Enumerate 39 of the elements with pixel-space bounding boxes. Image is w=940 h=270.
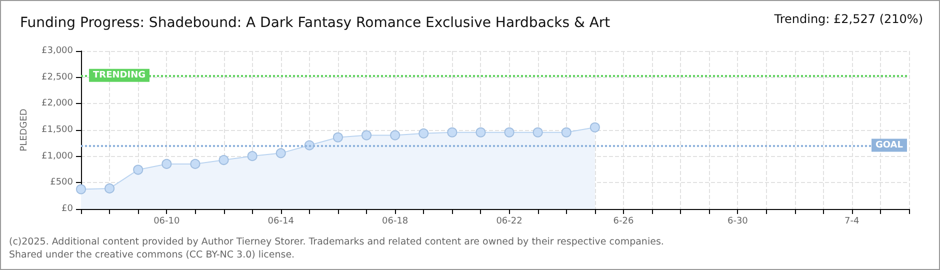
x-tick-label: 06-18: [382, 216, 408, 226]
ref-line-label: TRENDING: [93, 70, 146, 80]
text: (c)2025. Additional content provided by Author Tierney Storer. Trademarks and related content are owned by their respective companies.: [9, 236, 664, 248]
point: [447, 127, 458, 138]
y-tick-label: £2,500: [42, 72, 74, 82]
point: [276, 148, 286, 158]
ref-line-label: GOAL: [876, 140, 904, 150]
point: [190, 158, 200, 169]
point: [390, 130, 400, 140]
y-tick-label: £0: [62, 204, 74, 214]
y-tick-label: £3,000: [42, 46, 74, 56]
point: [362, 130, 372, 140]
point: [532, 127, 543, 138]
y-tick-label: £500: [50, 178, 74, 188]
x-tick-label: 06-22: [496, 216, 522, 226]
point: [133, 164, 144, 175]
text: Shared under the creative commons (CC BY-NC 3.0) license.: [9, 250, 295, 260]
x-tick-label: 06-10: [154, 216, 180, 226]
x-tick-label: 6-26: [613, 216, 634, 226]
point: [590, 122, 600, 132]
y-tick-label: £1,500: [42, 125, 74, 135]
point: [162, 158, 172, 169]
x-tick-label: 7-4: [844, 216, 860, 226]
point: [247, 151, 258, 162]
text: Trending: £2,527 (210%): [773, 12, 924, 26]
point: [332, 132, 343, 142]
point: [561, 127, 572, 138]
y-tick-label: £2,000: [42, 98, 74, 109]
y-tick-label: £1,000: [42, 151, 74, 162]
point: [104, 183, 115, 194]
point: [76, 184, 86, 194]
point: [218, 155, 229, 166]
point: [476, 127, 486, 138]
y-axis-title: PLEDGED: [20, 108, 30, 152]
point: [504, 127, 514, 138]
point: [418, 128, 429, 138]
x-tick-label: 06-14: [268, 216, 294, 226]
chart-title: Funding Progress: Shadebound: A Dark Fantasy Romance Exclusive Hardbacks & Art: [20, 15, 611, 31]
x-tick-label: 6-30: [727, 216, 748, 226]
